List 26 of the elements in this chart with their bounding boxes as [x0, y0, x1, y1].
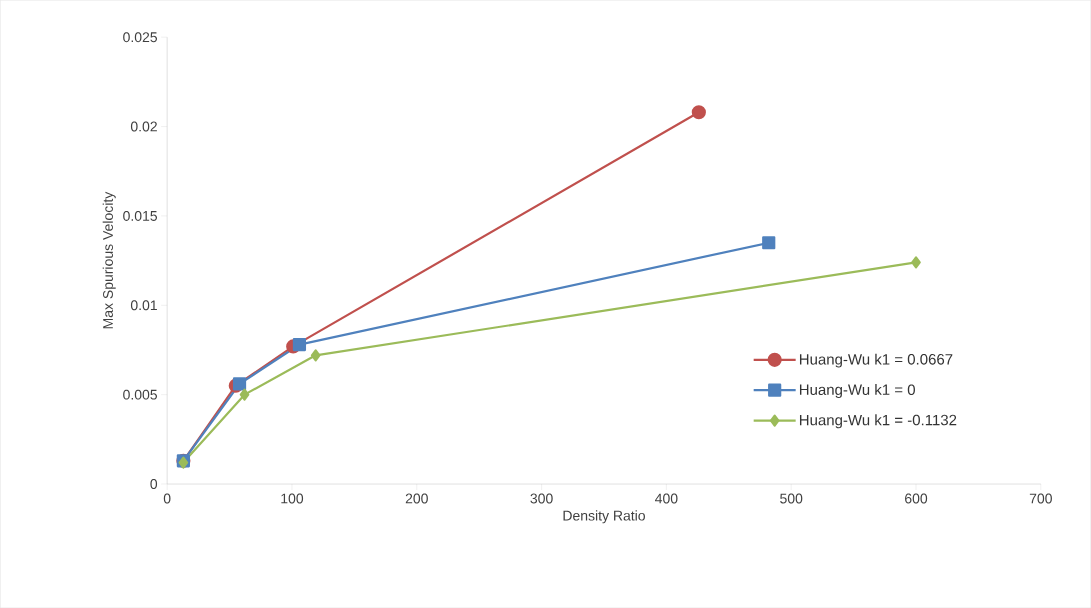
x-tick-label: 300: [530, 493, 553, 504]
x-axis-title: Density Ratio: [563, 510, 645, 524]
point: [310, 349, 321, 362]
x-tick-label: 0: [163, 493, 171, 504]
point: [691, 105, 706, 120]
point: [911, 256, 921, 269]
point: [292, 337, 307, 352]
y-tick-label: 0.02: [130, 121, 157, 132]
y-tick-label: 0.025: [123, 32, 158, 43]
point: [232, 377, 247, 391]
x-tick-label: 700: [1029, 493, 1052, 504]
legend-label: Huang-Wu k1 = -0.1132: [799, 414, 957, 429]
y-tick-label: 0.01: [130, 300, 157, 311]
x-tick-label: 200: [405, 493, 428, 504]
legend-label: Huang-Wu k1 = 0.0667: [799, 353, 953, 368]
y-tick-label: 0: [150, 478, 158, 489]
y-tick-label: 0.015: [123, 210, 158, 221]
x-tick-label: 100: [281, 493, 304, 504]
y-axis-title: Max Spurious Velocity: [102, 191, 116, 329]
y-tick-label: 0.005: [123, 389, 158, 400]
x-tick-label: 400: [655, 493, 678, 504]
legend-label: Huang-Wu k1 = 0: [799, 383, 915, 398]
point: [239, 388, 250, 401]
x-tick-label: 500: [780, 493, 803, 504]
point: [762, 236, 776, 250]
x-tick-label: 600: [905, 493, 928, 504]
